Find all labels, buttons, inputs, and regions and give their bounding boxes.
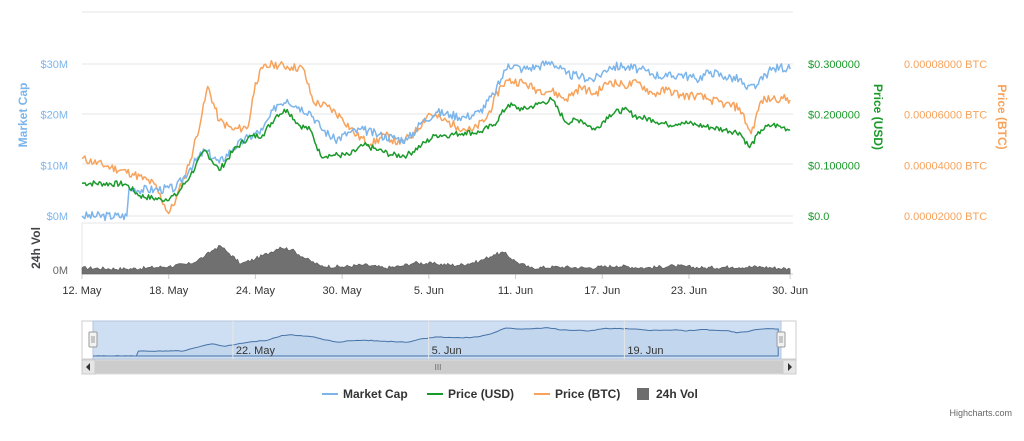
plot-series [81,59,791,222]
legend-label: Market Cap [343,387,408,401]
x-axis-tick-label: 24. May [236,285,276,297]
price-usd-tick-label: $0.100000 [808,160,860,172]
credit-link[interactable]: Highcharts.com [949,408,1012,418]
x-axis-tick-label: 30. Jun [772,285,808,297]
x-axis-tick-label: 18. May [149,285,189,297]
scrollbar-left-arrow[interactable] [81,359,96,375]
navigator-market-cap-area [93,327,779,357]
navigator-tick-label: 22. May [236,345,276,357]
legend-item-24h-vol[interactable]: 24h Vol [637,387,698,401]
price-btc-tick-label: 0.00006000 BTC [904,110,987,122]
x-axis-tick-label: 5. Jun [414,285,444,297]
price-btc-tick-label: 0.00004000 BTC [904,160,987,172]
navigator-tick-label: 5. Jun [432,345,462,357]
price-btc-tick-label: 0.00008000 BTC [904,59,987,71]
x-axis-tick-label: 23. Jun [671,285,707,297]
legend-label: Price (BTC) [555,387,620,401]
x-axis-tick-label: 11. Jun [498,285,533,297]
grid [81,11,793,275]
price-usd-tick-label: $0.200000 [808,110,860,122]
chevron-right-icon [788,363,792,371]
navigator-tick-label: 19. Jun [627,345,663,357]
volume-pane [81,244,791,275]
series-line-price-btc [81,59,791,215]
market-cap-tick-label: $30M [40,59,68,71]
x-axis-tick-label: 30. May [323,285,363,297]
x-axis-tick-label: 12. May [62,285,102,297]
scrollbar-thumb[interactable] [95,360,783,374]
navigator[interactable]: 22. May 5. Jun 19. Jun [81,320,797,360]
price-usd-tick-label: $0.0 [808,211,829,223]
navigator-ticks: 22. May 5. Jun 19. Jun [232,321,663,359]
volume-axis-title: 24h Vol [29,227,43,269]
scrollbar-right-arrow[interactable] [782,359,797,375]
market-cap-tick-label: $10M [40,160,68,172]
legend-item-price-usd[interactable]: Price (USD) [427,387,514,401]
legend: Market Cap Price (USD) Price (BTC) 24h V… [322,387,698,401]
price-usd-tick-label: $0.300000 [808,59,860,71]
scrollbar[interactable]: III [81,359,797,375]
chevron-left-icon [86,363,90,371]
navigator-left-handle[interactable] [88,331,98,348]
navigator-series [93,327,779,357]
price-btc-tick-label: 0.00002000 BTC [904,211,987,223]
market-cap-tick-label: $20M [40,110,68,122]
axis-ticks: $0M $10M $20M $30M $0.0 $0.100000 $0.200000 $0.… [40,59,987,297]
volume-tick-0: 0M [53,265,68,277]
scrollbar-grip[interactable]: III [435,363,442,372]
series-line-price-usd [81,96,791,203]
x-axis-tick-label: 17. Jun [584,285,620,297]
price-usd-axis-title: Price (USD) [871,84,885,150]
volume-area [81,244,791,275]
navigator-right-handle[interactable] [776,331,786,348]
legend-label: 24h Vol [656,387,698,401]
market-cap-axis-title: Market Cap [16,83,30,148]
legend-label: Price (USD) [448,387,514,401]
series-line-market-cap [81,60,791,222]
price-btc-axis-title: Price (BTC) [995,84,1009,149]
legend-square-symbol [637,388,649,400]
market-cap-tick-label: $0M [47,211,68,223]
legend-item-market-cap[interactable]: Market Cap [322,387,408,401]
legend-item-price-btc[interactable]: Price (BTC) [534,387,620,401]
